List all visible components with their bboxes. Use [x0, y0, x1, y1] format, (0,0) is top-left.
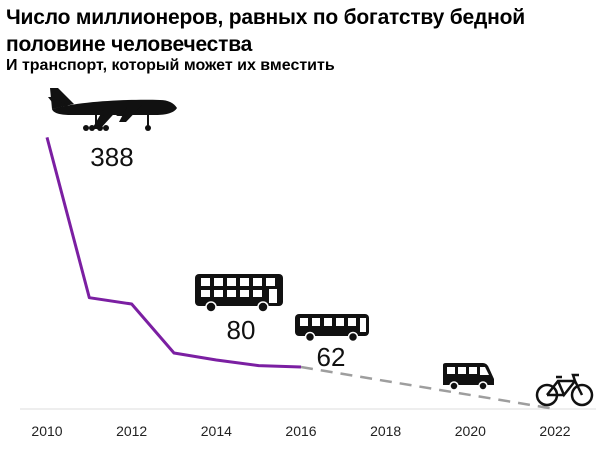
data-labels: 388 80 62 [90, 142, 345, 372]
x-tick-label: 2020 [455, 423, 486, 439]
series-lines [45, 137, 556, 411]
x-tick-label: 2010 [31, 423, 62, 439]
airplane-icon [48, 88, 177, 131]
x-tick-label: 2014 [201, 423, 232, 439]
double-decker-bus-icon [195, 274, 283, 313]
chart-title: Число миллионеров, равных по богатству б… [6, 6, 525, 56]
chart-subtitle: И транспорт, который может их вместить [6, 57, 335, 74]
series-line-dashed [300, 365, 556, 411]
x-tick-labels: 2010 2012 2014 2016 2018 2020 2022 [31, 423, 570, 439]
data-label: 62 [317, 342, 346, 372]
x-tick-label: 2012 [116, 423, 147, 439]
bicycle-icon [535, 373, 594, 407]
x-tick-label: 2016 [285, 423, 316, 439]
x-tick-label: 2022 [539, 423, 570, 439]
series-line-solid [45, 137, 302, 369]
bus-icon [295, 314, 369, 343]
data-label: 388 [90, 142, 133, 172]
data-label: 80 [227, 315, 256, 345]
minibus-icon [443, 363, 494, 391]
x-tick-label: 2018 [370, 423, 401, 439]
